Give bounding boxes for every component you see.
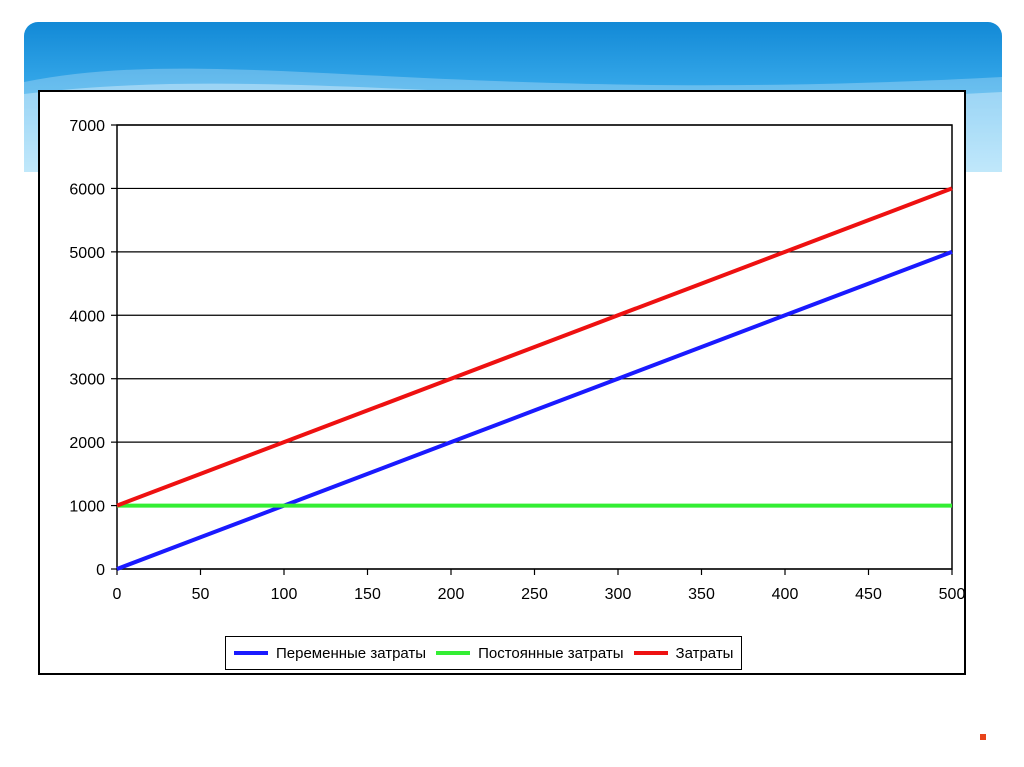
- y-tick-label: 6000: [69, 181, 105, 198]
- y-tick-label: 0: [96, 562, 105, 579]
- y-tick-label: 1000: [69, 499, 105, 516]
- y-tick-label: 3000: [69, 372, 105, 389]
- legend-label: Переменные затраты: [276, 644, 427, 662]
- chart-frame: 0 1000 2000 3000 4000 5000 6000 7000 0 50 100 150 20…: [38, 90, 966, 675]
- y-tick-label: 4000: [69, 308, 105, 325]
- legend-label: Затраты: [675, 644, 734, 662]
- x-tick-label: 450: [855, 586, 882, 603]
- legend-swatch: [633, 651, 668, 655]
- x-tick-label: 100: [271, 586, 298, 603]
- x-tick-label: 400: [772, 586, 799, 603]
- chart-legend: Переменные затраты Постоянные затраты Затр…: [225, 636, 743, 670]
- x-tick-label: 500: [939, 586, 964, 603]
- x-tick-label: 200: [438, 586, 465, 603]
- legend-swatch: [234, 651, 268, 655]
- legend-entry: Затраты: [633, 644, 734, 662]
- series-line-2: [116, 186, 953, 508]
- x-tick-label: 300: [605, 586, 632, 603]
- x-tick-label: 0: [113, 586, 122, 603]
- x-tick-label: 50: [192, 586, 210, 603]
- line-chart: 0 1000 2000 3000 4000 5000 6000 7000 0 50 100 150 20…: [69, 118, 964, 603]
- series-line-0: [116, 249, 953, 571]
- y-tick-label: 5000: [69, 245, 105, 262]
- y-tick-label: 7000: [69, 118, 105, 135]
- legend-entry: Постоянные затраты: [436, 644, 624, 662]
- x-tick-label: 350: [688, 586, 715, 603]
- legend-entry: Переменные затраты: [234, 645, 426, 662]
- x-tick-label: 150: [354, 586, 381, 603]
- y-tick-label: 2000: [69, 435, 105, 452]
- legend-label: Постоянные затраты: [478, 644, 624, 662]
- slide-marker: [980, 734, 986, 740]
- legend-swatch: [436, 651, 471, 655]
- x-tick-label: 250: [521, 586, 548, 603]
